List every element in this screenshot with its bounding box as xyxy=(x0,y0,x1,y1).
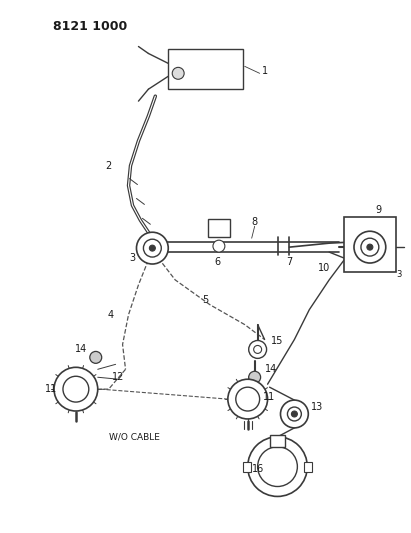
Text: 3: 3 xyxy=(129,253,136,263)
Bar xyxy=(243,462,251,472)
Circle shape xyxy=(361,238,379,256)
Circle shape xyxy=(63,376,89,402)
Text: 11: 11 xyxy=(45,384,57,394)
Circle shape xyxy=(254,345,262,353)
Text: 9: 9 xyxy=(376,205,382,215)
Circle shape xyxy=(236,387,260,411)
Bar xyxy=(344,217,396,272)
Text: 14: 14 xyxy=(75,344,87,354)
Text: 4: 4 xyxy=(108,310,114,320)
Circle shape xyxy=(287,407,301,421)
Text: 5: 5 xyxy=(202,295,208,305)
Text: 13: 13 xyxy=(311,402,323,412)
Bar xyxy=(208,219,230,237)
Bar xyxy=(270,435,286,447)
Circle shape xyxy=(90,351,102,364)
Text: 8: 8 xyxy=(252,217,258,227)
Circle shape xyxy=(228,379,268,419)
Text: W/O CABLE: W/O CABLE xyxy=(109,432,159,441)
Text: 6: 6 xyxy=(215,257,221,267)
Circle shape xyxy=(258,447,298,487)
Bar xyxy=(168,50,243,89)
Circle shape xyxy=(143,239,161,257)
Circle shape xyxy=(149,245,155,251)
Text: 8121 1000: 8121 1000 xyxy=(53,20,127,33)
Circle shape xyxy=(54,367,98,411)
Circle shape xyxy=(280,400,308,428)
Circle shape xyxy=(136,232,168,264)
Circle shape xyxy=(354,231,386,263)
Text: 12: 12 xyxy=(112,372,125,382)
Text: 11: 11 xyxy=(263,392,276,402)
Text: 2: 2 xyxy=(106,160,112,171)
Circle shape xyxy=(291,411,298,417)
Text: 3: 3 xyxy=(396,270,402,279)
Text: 14: 14 xyxy=(266,364,278,374)
Circle shape xyxy=(213,240,225,252)
Text: 7: 7 xyxy=(286,257,293,267)
Circle shape xyxy=(172,67,184,79)
Circle shape xyxy=(248,437,307,496)
Text: 15: 15 xyxy=(271,336,284,346)
Circle shape xyxy=(367,244,373,250)
Text: 16: 16 xyxy=(252,464,264,474)
Text: 10: 10 xyxy=(318,263,330,273)
Circle shape xyxy=(249,372,261,383)
Text: 1: 1 xyxy=(261,66,268,76)
Bar xyxy=(304,462,312,472)
Circle shape xyxy=(249,341,267,358)
